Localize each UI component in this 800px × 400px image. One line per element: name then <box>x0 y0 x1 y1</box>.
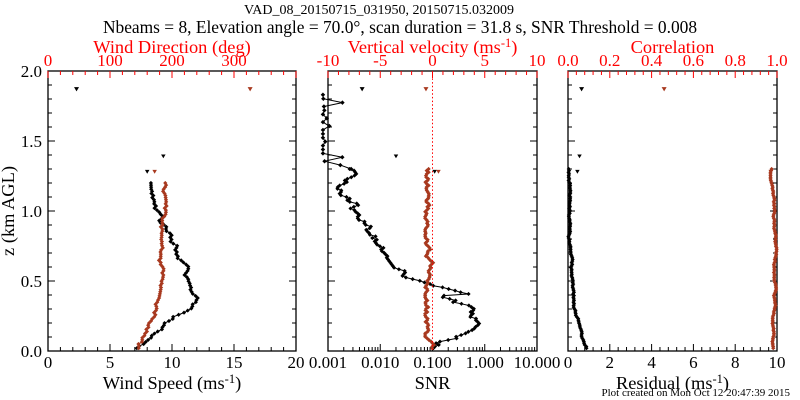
svg-text:10.000: 10.000 <box>514 353 561 372</box>
svg-text:1.000: 1.000 <box>466 353 504 372</box>
svg-text:20: 20 <box>288 353 305 372</box>
svg-text:z (km AGL): z (km AGL) <box>0 166 19 256</box>
svg-text:VAD_08_20150715_031950, 201507: VAD_08_20150715_031950, 20150715.032009 <box>244 3 514 18</box>
svg-text:SNR: SNR <box>415 373 452 393</box>
svg-text:1.0: 1.0 <box>21 202 42 221</box>
svg-text:0.010: 0.010 <box>361 353 399 372</box>
svg-text:0: 0 <box>44 353 53 372</box>
svg-text:15: 15 <box>226 353 243 372</box>
svg-text:10: 10 <box>769 353 786 372</box>
svg-text:4: 4 <box>647 353 656 372</box>
svg-text:0.001: 0.001 <box>309 353 347 372</box>
svg-text:8: 8 <box>731 353 740 372</box>
svg-text:10: 10 <box>164 353 181 372</box>
svg-text:0: 0 <box>44 51 53 70</box>
svg-text:2.0: 2.0 <box>21 62 42 81</box>
svg-text:5: 5 <box>106 353 115 372</box>
svg-text:Nbeams = 8, Elevation angle =: Nbeams = 8, Elevation angle = 70.0°, sca… <box>103 17 697 37</box>
svg-text:Wind Speed (ms-1): Wind Speed (ms-1) <box>103 372 241 394</box>
svg-text:0.0: 0.0 <box>557 51 578 70</box>
svg-text:Wind Direction (deg): Wind Direction (deg) <box>93 37 251 58</box>
svg-text:Vertical velocity (ms-1): Vertical velocity (ms-1) <box>348 36 518 58</box>
svg-text:10: 10 <box>529 51 546 70</box>
svg-text:Correlation: Correlation <box>631 37 715 57</box>
svg-text:0.2: 0.2 <box>599 51 620 70</box>
svg-text:2: 2 <box>606 353 615 372</box>
svg-text:1.5: 1.5 <box>21 132 42 151</box>
svg-text:1.0: 1.0 <box>766 51 787 70</box>
svg-text:0.100: 0.100 <box>413 353 451 372</box>
svg-text:Plot created on Mon Oct 12 20:: Plot created on Mon Oct 12 20:47:39 2015 <box>601 387 790 399</box>
svg-text:0.0: 0.0 <box>21 342 42 361</box>
svg-text:0: 0 <box>564 353 573 372</box>
svg-text:0.8: 0.8 <box>725 51 746 70</box>
svg-text:6: 6 <box>689 353 698 372</box>
svg-text:0.5: 0.5 <box>21 272 42 291</box>
svg-text:-10: -10 <box>317 51 340 70</box>
